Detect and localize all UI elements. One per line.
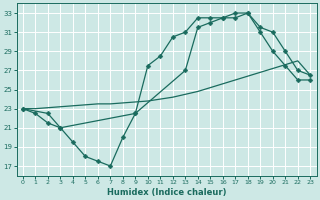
X-axis label: Humidex (Indice chaleur): Humidex (Indice chaleur) bbox=[107, 188, 226, 197]
